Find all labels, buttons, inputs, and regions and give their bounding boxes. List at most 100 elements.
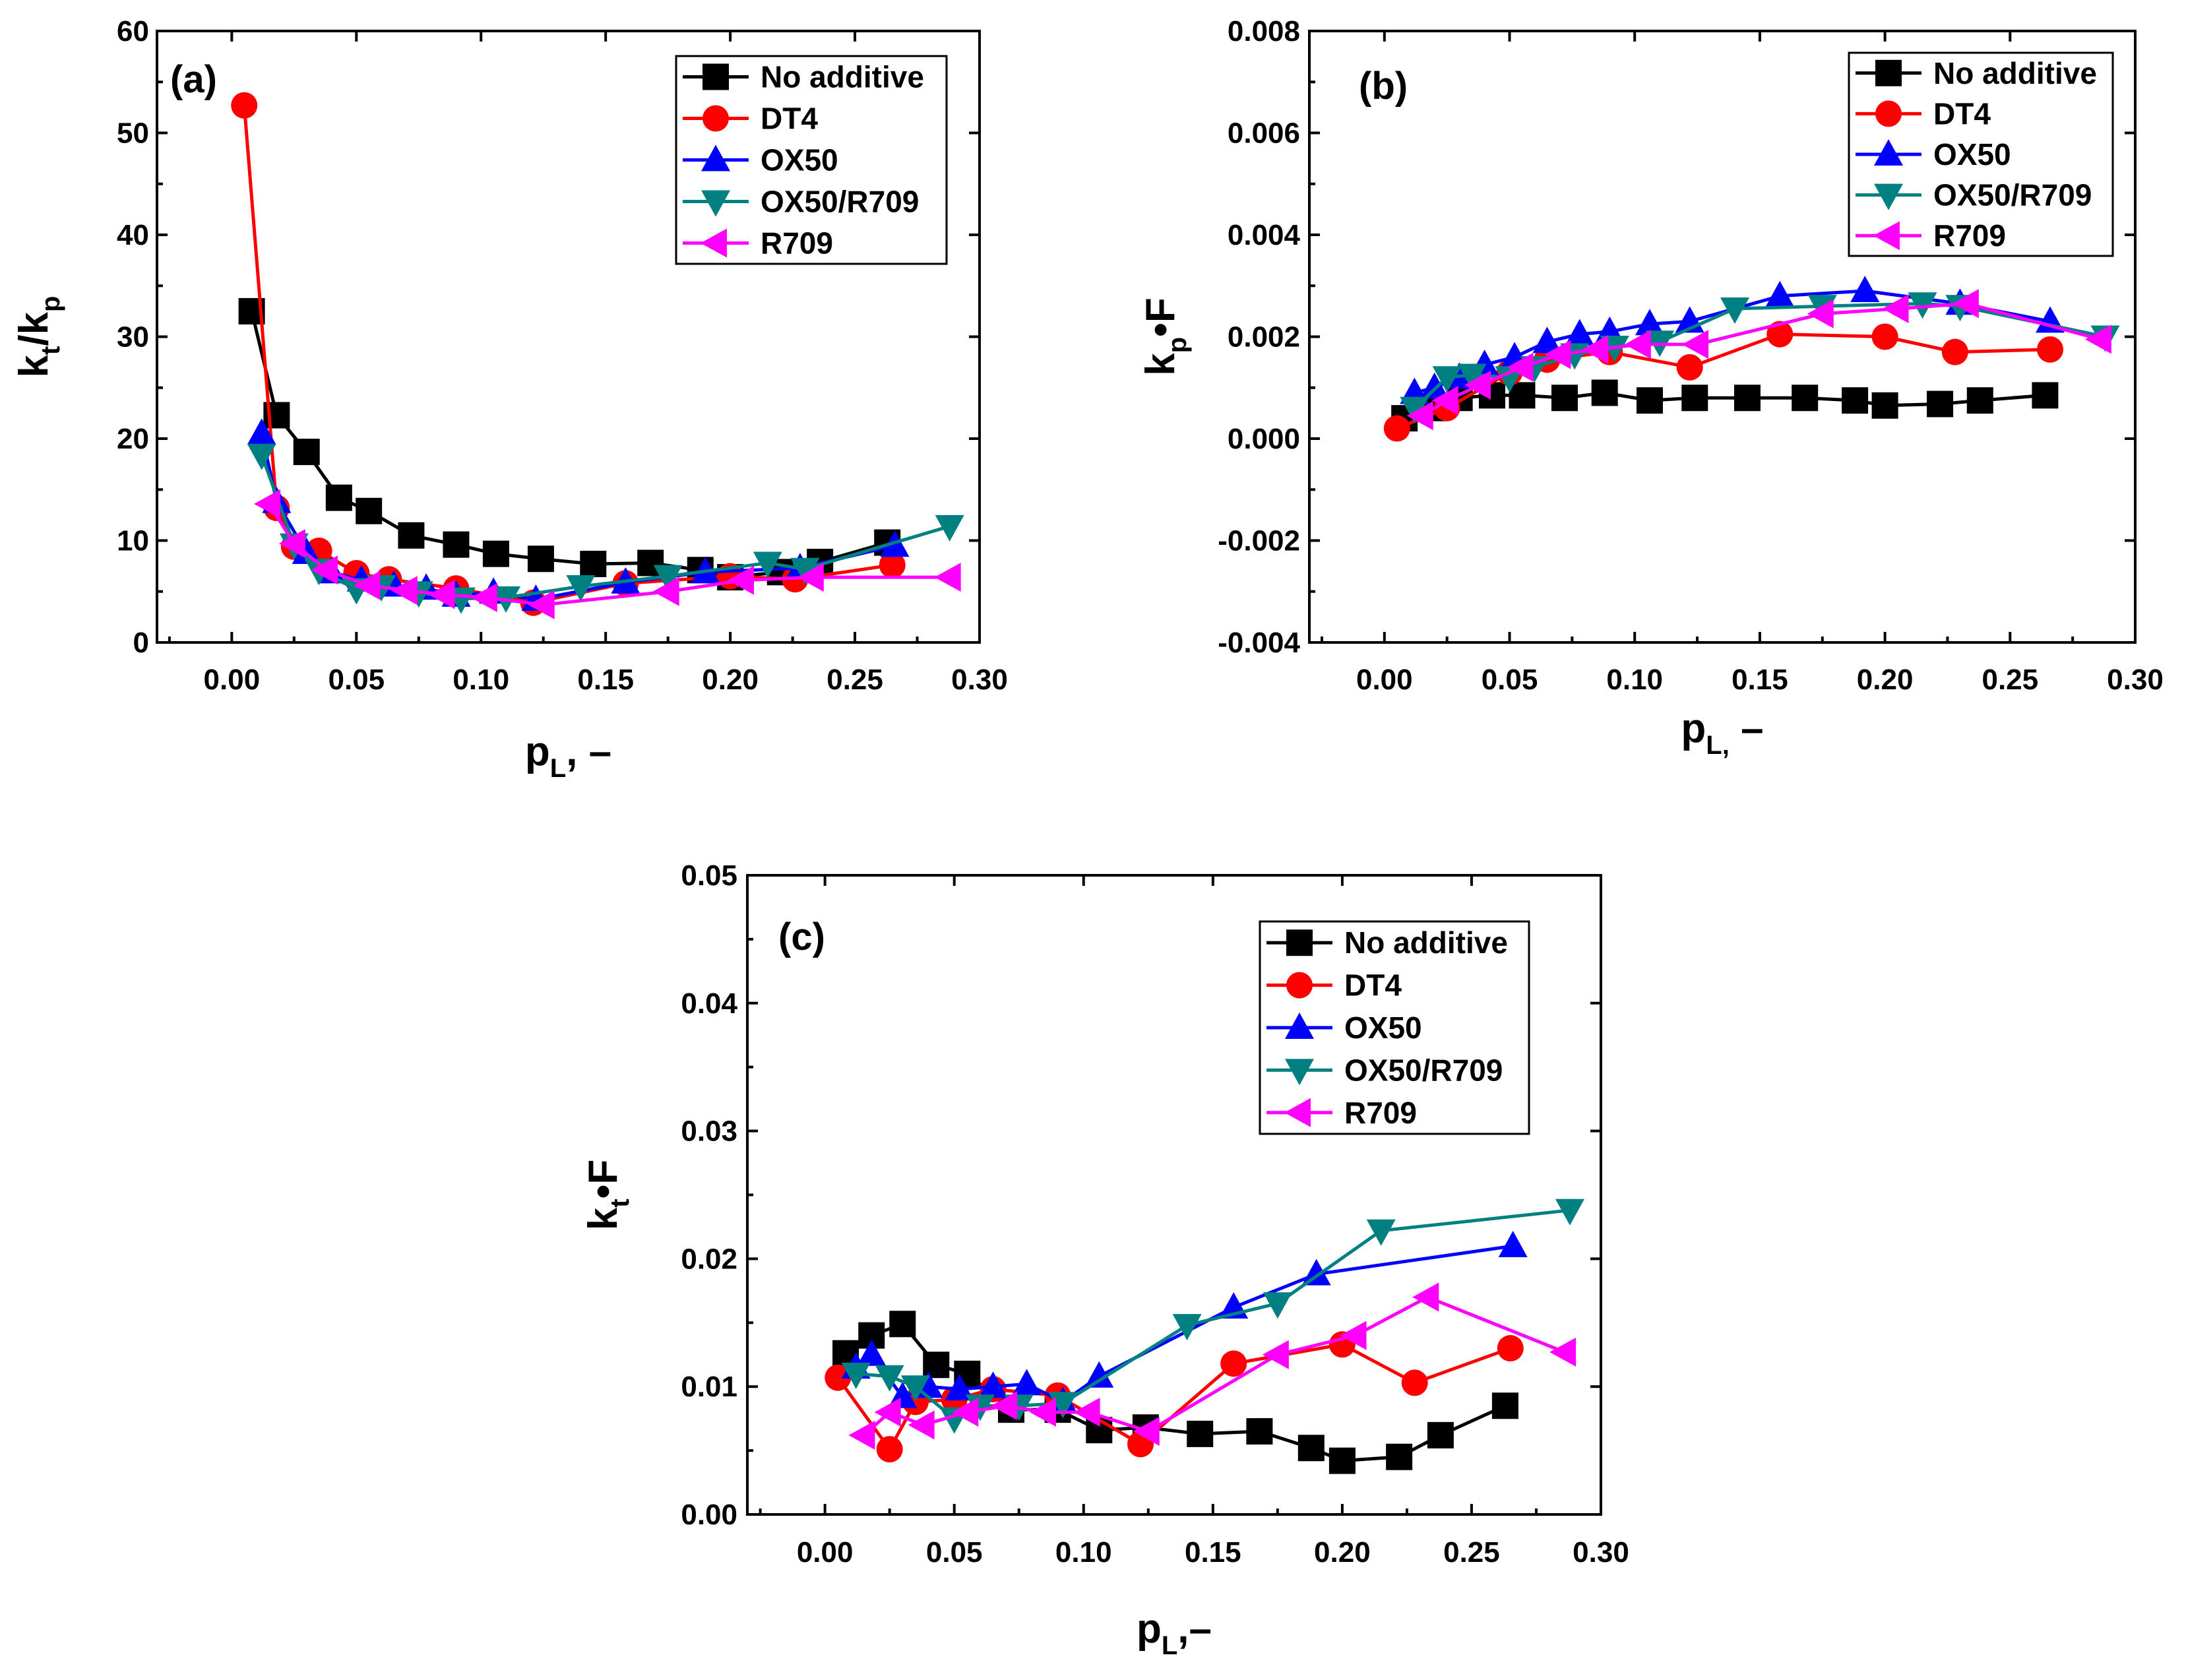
data-point <box>1591 379 1618 406</box>
data-point <box>945 1374 974 1401</box>
y-tick-label: 0.004 <box>1228 219 1301 251</box>
data-point <box>1509 382 1536 409</box>
x-tick-label: 0.15 <box>1732 664 1788 696</box>
data-point <box>1340 1321 1367 1350</box>
data-point <box>1681 385 1708 412</box>
legend-label: OX50 <box>1344 1011 1422 1045</box>
legend-marker <box>701 190 730 217</box>
data-point <box>1498 1231 1528 1258</box>
data-point <box>1555 1198 1584 1226</box>
y-axis-label: kt•F <box>580 1160 635 1230</box>
y-tick-label: 10 <box>117 525 149 557</box>
y-axis-label: kt/kp <box>11 296 65 378</box>
y-tick-label: 0.01 <box>681 1371 737 1403</box>
legend-label: OX50/R709 <box>1344 1053 1503 1087</box>
data-point <box>482 540 509 567</box>
data-point <box>797 563 824 592</box>
legend-label: No additive <box>761 60 924 94</box>
data-point <box>908 1410 935 1440</box>
y-tick-label: 0.05 <box>681 859 737 892</box>
series-r709 <box>848 1282 1577 1450</box>
data-point <box>1187 1420 1214 1447</box>
legend: No additive DT4 OX50 OX50/R709 R709 <box>1848 51 2114 257</box>
data-point <box>443 531 470 558</box>
y-tick-label: 0.000 <box>1228 423 1300 455</box>
chart-panel-1: 0.00 0.05 0.10 0.15 0.20 0.25 0.30 0 10 20 30 40 50 6… <box>11 15 1008 783</box>
y-tick-label: 30 <box>117 321 149 354</box>
x-tick-label: 0.30 <box>1573 1536 1629 1569</box>
data-point <box>1792 385 1819 412</box>
data-point <box>1406 401 1433 431</box>
data-point <box>876 1436 903 1463</box>
legend-marker <box>1875 59 1902 86</box>
data-point <box>923 1352 950 1379</box>
data-point <box>2084 325 2111 354</box>
panel-label: (c) <box>778 916 825 958</box>
x-tick-label: 0.20 <box>1314 1536 1371 1569</box>
data-point <box>1400 396 1429 423</box>
x-tick-label: 0.15 <box>577 664 634 696</box>
data-point <box>1733 385 1761 412</box>
data-point <box>580 551 607 578</box>
data-point <box>935 514 964 542</box>
x-tick-label: 0.10 <box>1055 1536 1112 1569</box>
data-point <box>1565 319 1594 346</box>
data-point <box>528 590 555 619</box>
data-point <box>1966 387 1993 414</box>
data-point <box>1582 334 1609 364</box>
data-point <box>934 563 961 592</box>
x-tick-label: 0.00 <box>1356 664 1413 696</box>
y-tick-label: 0.006 <box>1228 117 1300 150</box>
data-point <box>1497 1335 1524 1362</box>
data-point <box>1927 390 1954 418</box>
legend-marker <box>1285 1012 1314 1039</box>
data-point <box>428 580 455 609</box>
data-point <box>1262 1340 1289 1369</box>
data-point <box>1882 294 1909 324</box>
data-point <box>848 1420 875 1450</box>
data-point <box>1549 1337 1577 1367</box>
legend-marker <box>703 105 729 132</box>
data-point <box>841 1362 871 1389</box>
y-tick-label: -0.002 <box>1218 525 1300 557</box>
data-point <box>952 1397 979 1427</box>
data-point <box>1635 309 1664 336</box>
y-axis-label: kp•F <box>1138 297 1192 376</box>
data-point <box>1464 370 1491 400</box>
data-point <box>1431 386 1458 416</box>
data-point <box>857 1339 887 1366</box>
data-point <box>1807 299 1834 328</box>
data-point <box>2032 382 2059 409</box>
data-point <box>790 557 820 584</box>
x-tick-label: 0.15 <box>1185 1536 1241 1569</box>
legend-marker <box>701 144 730 171</box>
data-point <box>527 545 554 573</box>
y-tick-label: 0.002 <box>1228 321 1300 354</box>
data-point <box>1084 1361 1114 1388</box>
data-point <box>1401 1369 1428 1396</box>
data-point <box>1624 330 1651 359</box>
data-point <box>1133 1417 1160 1447</box>
x-tick-label: 0.05 <box>926 1536 983 1569</box>
data-point <box>1842 387 1869 414</box>
legend-label: No additive <box>1933 56 2097 90</box>
y-tick-label: 0.03 <box>681 1115 737 1148</box>
data-point <box>1012 1369 1042 1396</box>
legend-marker <box>1286 929 1313 956</box>
data-point <box>278 529 305 559</box>
legend-marker <box>1286 972 1313 999</box>
data-point <box>889 1311 916 1338</box>
data-point <box>728 565 755 595</box>
legend-label: OX50 <box>1933 137 2011 171</box>
data-point <box>1871 323 1898 350</box>
data-point <box>653 565 683 592</box>
x-tick-label: 0.00 <box>797 1536 854 1569</box>
data-point <box>398 522 425 549</box>
legend-marker <box>1285 1059 1314 1086</box>
legend-marker <box>1874 139 1903 166</box>
legend-label: DT4 <box>761 102 818 136</box>
data-point <box>1507 352 1534 382</box>
data-point <box>1220 1350 1247 1377</box>
data-point <box>292 538 321 565</box>
